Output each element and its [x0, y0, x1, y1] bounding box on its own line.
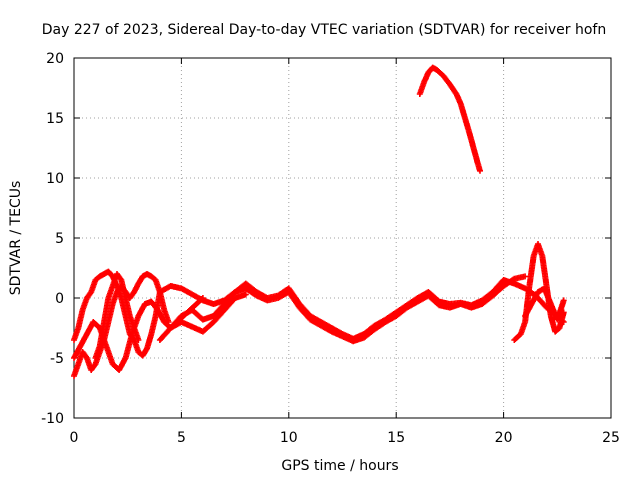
- data-point: [560, 297, 567, 304]
- series-late-branch: [522, 285, 567, 323]
- y-tick-label: 10: [46, 171, 64, 187]
- data-point: [477, 167, 483, 174]
- x-tick-label: 10: [280, 430, 298, 446]
- x-tick-label: 25: [602, 430, 620, 446]
- y-tick-label: 20: [46, 51, 64, 67]
- x-axis-label: GPS time / hours: [281, 458, 398, 474]
- x-tick-label: 0: [70, 430, 79, 446]
- grid: [74, 58, 611, 418]
- y-tick-label: 5: [55, 231, 64, 247]
- series-track-f: [156, 273, 529, 345]
- y-tick-label: 15: [46, 111, 64, 127]
- data-point: [135, 337, 142, 343]
- series-track-d: [92, 271, 142, 361]
- y-tick-label: -5: [50, 351, 64, 367]
- data-point: [242, 291, 249, 298]
- data-point: [522, 273, 529, 280]
- x-tick-label: 15: [387, 430, 405, 446]
- x-tick-label: 5: [177, 430, 186, 446]
- y-axis-label: SDTVAR / TECUs: [8, 181, 24, 296]
- series-track-g: [167, 291, 249, 335]
- series-high-arc: [416, 64, 483, 174]
- data-marks: [71, 64, 567, 379]
- y-tick-label: 0: [55, 291, 64, 307]
- chart-title: Day 227 of 2023, Sidereal Day-to-day VTE…: [42, 22, 606, 38]
- axis-ticks: 0 5 10 15 20 25 -10 -5 0 5 10 15 20: [41, 51, 620, 446]
- y-tick-label: -10: [41, 411, 64, 427]
- x-tick-label: 20: [495, 430, 513, 446]
